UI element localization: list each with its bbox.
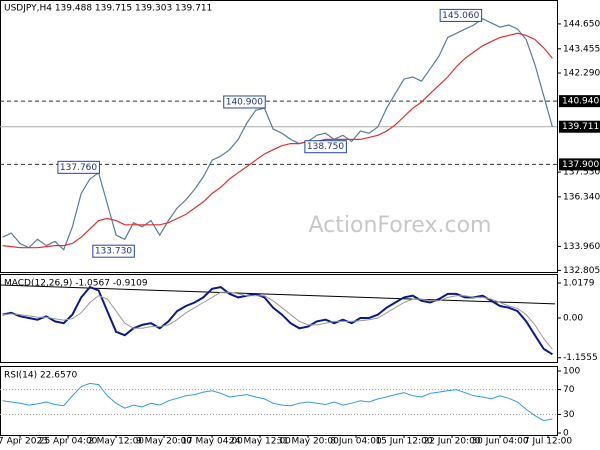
indicator-title: RSI(14) 22.6570	[4, 371, 77, 381]
series-line	[2, 32, 553, 249]
series-line	[2, 291, 553, 350]
price-label-box	[559, 95, 600, 108]
y-tick-label: 136.340	[563, 192, 600, 202]
series-line	[2, 18, 553, 251]
annotation-label: 138.750	[307, 142, 344, 152]
y-tick-label: 142.290	[563, 69, 600, 79]
price-label-box	[559, 120, 600, 133]
price-label: 139.711	[562, 122, 599, 132]
watermark: ActionForex.com	[309, 213, 492, 238]
x-tick-label: 31 May 20:00	[277, 437, 339, 447]
price-label: 140.940	[562, 97, 599, 107]
y-tick-label: 1.0179	[563, 279, 595, 289]
panel-frame	[0, 0, 558, 273]
indicator-title: MACD(12,26,9) -1.0567 -0.9109	[4, 279, 148, 289]
symbol-header: USDJPY,H4 139.488 139.715 139.303 139.71…	[4, 4, 212, 14]
x-tick-label: 24 May 12:00	[229, 437, 291, 447]
y-tick-label: 144.650	[563, 19, 600, 29]
panel-frame	[0, 366, 558, 436]
x-tick-label: 8 Jun 04:00	[330, 437, 382, 447]
annotation-label: 140.900	[226, 97, 263, 107]
x-tick-label: 9 May 20:00	[136, 437, 192, 447]
annotation-box	[223, 95, 266, 109]
y-tick-label: 0.00	[563, 314, 583, 324]
annotation-box	[92, 244, 135, 258]
y-tick-label: 0	[563, 429, 569, 439]
series-line	[2, 382, 553, 422]
annotation-label: 133.730	[95, 247, 132, 257]
y-tick-label: 132.805	[563, 266, 600, 276]
x-tick-label: 17 Apr 2023	[0, 437, 48, 447]
y-tick-label: 133.960	[563, 242, 600, 252]
x-tick-label: 15 Jun 12:00	[375, 437, 432, 447]
y-tick-label: 100	[563, 367, 580, 377]
y-tick-label: 137.530	[563, 168, 600, 178]
annotation-label: 145.060	[442, 11, 479, 21]
x-tick-label: 17 May 04:00	[181, 437, 243, 447]
annotation-box	[439, 8, 483, 22]
price-label: 137.900	[562, 160, 599, 170]
price-label-box	[559, 158, 600, 171]
annotation-label: 137.760	[60, 163, 97, 173]
annotation-box	[57, 160, 100, 174]
y-tick-label: -1.1555	[563, 353, 598, 363]
annotation-box	[304, 140, 347, 154]
y-tick-label: 70	[563, 385, 575, 395]
x-tick-label: 2 May 12:00	[88, 437, 144, 447]
x-tick-label: 25 Apr 04:00	[39, 437, 98, 447]
x-tick-label: 22 Jun 20:00	[423, 437, 480, 447]
x-tick-label: 7 Jul 12:00	[524, 437, 573, 447]
y-tick-label: 143.455	[563, 44, 600, 54]
x-tick-label: 30 Jun 04:00	[471, 437, 528, 447]
y-tick-label: 30	[563, 410, 575, 420]
